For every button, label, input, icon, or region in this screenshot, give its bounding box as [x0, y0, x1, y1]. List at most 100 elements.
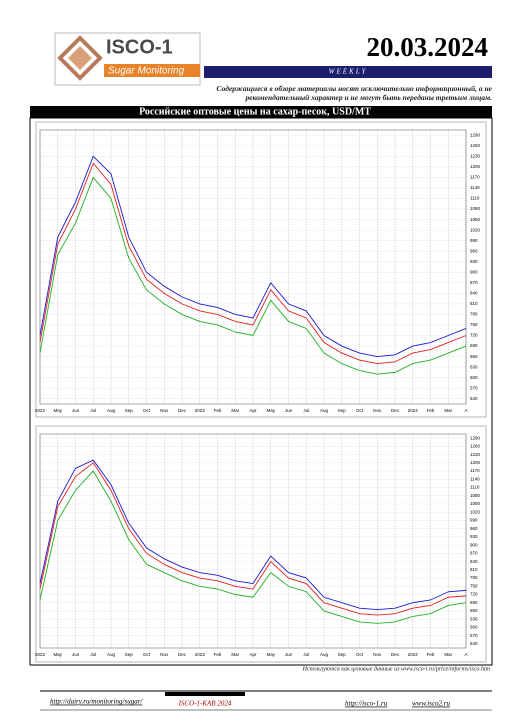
y-tick-label: 960	[470, 526, 478, 531]
series-line	[39, 459, 467, 611]
y-tick-label: 540	[470, 396, 478, 401]
x-tick-label: Dec	[178, 408, 187, 413]
x-tick-label: Mar	[444, 652, 452, 657]
y-tick-label: 690	[470, 343, 478, 348]
x-tick-label: A	[464, 408, 467, 413]
y-tick-label: 1200	[470, 164, 481, 169]
y-tick-label: 1140	[470, 185, 480, 190]
y-tick-label: 960	[470, 248, 478, 253]
x-tick-label: Aug	[320, 408, 329, 413]
series-line	[39, 462, 467, 616]
x-tick-label: Jul	[90, 408, 96, 413]
chart-frame	[29, 117, 493, 666]
x-tick-label: Oct	[143, 408, 151, 413]
footer-link[interactable]: http://isco-1.ru	[345, 700, 388, 708]
y-tick-label: 1170	[470, 468, 480, 473]
y-tick-label: 1170	[470, 175, 480, 180]
x-tick-label: Sep	[338, 408, 347, 413]
date: 20.03.2024	[367, 32, 489, 62]
x-tick-label: Mar	[231, 408, 239, 413]
x-tick-label: Oct	[356, 408, 364, 413]
series-line	[39, 155, 467, 358]
x-tick-label: Feb	[427, 652, 435, 657]
logo-band	[104, 64, 200, 77]
y-tick-label: 750	[470, 583, 478, 588]
x-tick-label: Oct	[143, 652, 151, 657]
x-tick-label: Nov	[160, 408, 169, 413]
logo-icon	[57, 35, 103, 81]
y-tick-label: 1020	[470, 227, 481, 232]
x-tick-label: Jul	[303, 652, 309, 657]
x-tick-label: Dec	[391, 652, 400, 657]
x-tick-label: Aug	[107, 408, 116, 413]
footer-link[interactable]: www.isco2.ru	[412, 700, 450, 708]
x-tick-label: Aug	[320, 652, 329, 657]
x-tick-label: Apr	[249, 408, 257, 413]
x-tick-label: May	[266, 652, 275, 657]
y-tick-label: 660	[470, 354, 478, 359]
disclaimer: Содержащиеся в обзоре материалы носят ис…	[216, 84, 492, 102]
y-tick-label: 840	[470, 559, 478, 564]
y-tick-label: 600	[470, 375, 478, 380]
y-tick-label: 900	[470, 542, 478, 547]
x-tick-label: Nov	[373, 408, 382, 413]
x-tick-label: Sep	[338, 652, 347, 657]
y-tick-label: 570	[470, 385, 478, 390]
x-tick-label: Aug	[107, 652, 116, 657]
y-tick-label: 900	[470, 269, 478, 274]
logo-title: ISCO-1	[106, 36, 173, 58]
y-tick-label: 990	[470, 518, 478, 523]
chart-panel	[35, 425, 487, 663]
y-tick-label: 720	[470, 333, 478, 338]
x-tick-label: Feb	[427, 408, 435, 413]
chart-panel	[35, 121, 487, 418]
x-tick-label: Jul	[90, 652, 96, 657]
x-tick-label: Jun	[72, 652, 80, 657]
y-tick-label: 870	[470, 280, 478, 285]
y-tick-label: 1110	[470, 485, 480, 490]
x-tick-label: A	[464, 652, 467, 657]
y-tick-label: 720	[470, 592, 478, 597]
y-tick-label: 660	[470, 608, 478, 613]
y-tick-label: 1260	[470, 444, 481, 449]
y-tick-label: 1260	[470, 143, 481, 148]
y-tick-label: 1050	[470, 501, 481, 506]
x-tick-label: Nov	[160, 652, 169, 657]
y-tick-label: 930	[470, 259, 478, 264]
x-tick-label: May	[266, 408, 275, 413]
x-tick-label: Nov	[373, 652, 382, 657]
x-tick-label: May	[53, 408, 62, 413]
y-tick-label: 990	[470, 238, 478, 243]
y-tick-label: 930	[470, 534, 478, 539]
y-tick-label: 630	[470, 616, 478, 621]
logo-subtitle: Sugar Monitoring	[108, 66, 185, 77]
y-tick-label: 870	[470, 551, 478, 556]
plot-area	[39, 129, 467, 405]
series-line	[39, 176, 467, 375]
x-tick-label: 2022	[35, 652, 46, 657]
y-tick-label: 1290	[470, 132, 481, 137]
y-tick-label: 840	[470, 291, 478, 296]
y-tick-label: 1290	[470, 435, 481, 440]
y-tick-label: 780	[470, 575, 478, 580]
y-tick-label: 1020	[470, 509, 481, 514]
y-tick-label: 570	[470, 633, 478, 638]
x-tick-label: 2022	[35, 408, 46, 413]
y-tick-label: 780	[470, 312, 478, 317]
x-tick-label: Dec	[178, 652, 187, 657]
section-title: Российские оптовые цены на сахар-песок, …	[139, 106, 371, 117]
x-tick-label: Jul	[303, 408, 309, 413]
y-tick-label: 1140	[470, 476, 480, 481]
plot-area	[39, 433, 467, 649]
series-line	[39, 470, 467, 624]
y-tick-label: 1200	[470, 460, 481, 465]
x-tick-label: Mar	[231, 652, 239, 657]
x-tick-label: 2024	[408, 652, 419, 657]
disclaimer-box: Содержащиеся в обзоре материалы носят ис…	[216, 84, 492, 102]
y-tick-label: 1050	[470, 217, 481, 222]
x-tick-label: Jun	[285, 652, 293, 657]
section-band	[30, 106, 492, 118]
x-tick-label: Apr	[249, 652, 257, 657]
footer-link[interactable]: http://dairy.ru/monitoring/sugar/	[50, 698, 143, 706]
